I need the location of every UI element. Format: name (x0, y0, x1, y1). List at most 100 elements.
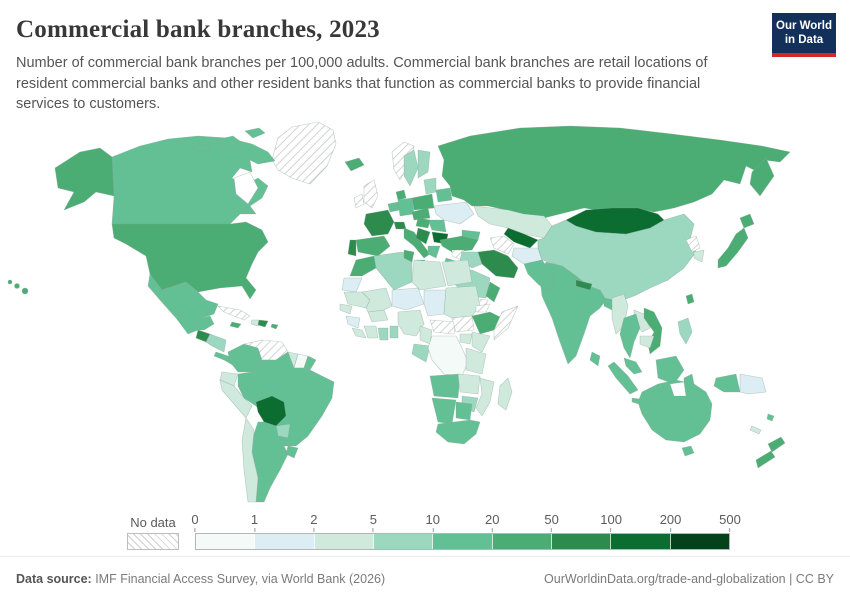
region-vietnam[interactable] (643, 307, 663, 355)
region-tanzania[interactable] (465, 347, 487, 375)
region-new-zealand-north[interactable] (767, 436, 786, 453)
region-italy[interactable] (403, 227, 431, 259)
region-botswana[interactable] (455, 401, 473, 421)
region-mozambique[interactable] (475, 377, 495, 417)
region-japan[interactable] (717, 227, 749, 269)
region-haiti[interactable] (250, 319, 260, 327)
region-sweden[interactable] (403, 149, 419, 187)
region-north-korea[interactable] (685, 235, 701, 253)
region-romania[interactable] (427, 219, 447, 233)
region-angola[interactable] (429, 373, 461, 399)
owid-link[interactable]: OurWorldinData.org/trade-and-globalizati… (544, 571, 834, 586)
region-central-african-republic[interactable] (429, 319, 457, 335)
region-chad[interactable] (423, 289, 447, 317)
region-hungary[interactable] (415, 217, 431, 229)
region-hawaii[interactable] (21, 287, 29, 295)
region-morocco[interactable] (349, 255, 377, 277)
region-oman[interactable] (485, 281, 501, 303)
region-cambodia[interactable] (639, 335, 655, 349)
region-libya[interactable] (411, 259, 447, 291)
region-germany[interactable] (397, 197, 415, 217)
region-namibia[interactable] (431, 397, 457, 425)
region-south-africa[interactable] (435, 419, 481, 445)
region-gabon-congo[interactable] (411, 343, 431, 363)
region-west-new-guinea[interactable] (713, 373, 741, 393)
region-mongolia[interactable] (565, 207, 665, 235)
region-nigeria[interactable] (397, 309, 425, 337)
region-madagascar[interactable] (497, 377, 513, 411)
region-egypt[interactable] (441, 259, 473, 287)
region-senegal[interactable] (339, 303, 353, 315)
region-hawaii[interactable] (14, 283, 20, 289)
region-poland[interactable] (411, 193, 435, 211)
region-turkmenistan[interactable] (489, 235, 515, 255)
region-guinea[interactable] (345, 315, 361, 329)
region-philippines[interactable] (677, 317, 693, 345)
legend-segment[interactable] (492, 534, 552, 549)
region-usa[interactable] (111, 221, 269, 300)
owid-logo[interactable]: Our World in Data (772, 13, 836, 57)
region-ghana[interactable] (377, 327, 389, 341)
legend-segment[interactable] (373, 534, 434, 549)
region-australia[interactable] (637, 379, 713, 443)
region-chile[interactable] (241, 417, 259, 503)
region-brazil[interactable] (237, 351, 335, 447)
legend-segment[interactable] (255, 534, 315, 549)
region-belarus[interactable] (435, 187, 453, 203)
region-new-zealand-south[interactable] (755, 450, 776, 469)
region-sudan[interactable] (443, 285, 481, 319)
region-borneo[interactable] (655, 355, 685, 385)
region-ivory-coast[interactable] (363, 325, 379, 339)
region-hokkaido[interactable] (739, 213, 755, 229)
region-sierra-leone-liberia[interactable] (351, 327, 367, 339)
region-iran[interactable] (477, 249, 519, 279)
region-thailand[interactable] (619, 313, 641, 359)
region-ukraine[interactable] (433, 201, 475, 225)
region-eritrea[interactable] (475, 303, 491, 313)
region-honduras-nicaragua[interactable] (205, 333, 227, 353)
no-data-swatch[interactable] (127, 533, 179, 550)
region-fiji[interactable] (766, 413, 775, 422)
region-iraq[interactable] (459, 251, 483, 269)
region-somalia[interactable] (493, 305, 519, 341)
region-finland[interactable] (417, 149, 431, 179)
legend-segment[interactable] (196, 534, 256, 549)
region-malaysia[interactable] (623, 357, 643, 375)
region-south-korea[interactable] (693, 249, 705, 263)
region-alaska[interactable] (54, 147, 115, 211)
region-western-sahara[interactable] (341, 277, 363, 293)
region-greenland[interactable] (271, 121, 337, 185)
region-greece[interactable] (427, 245, 441, 259)
region-russia[interactable] (437, 125, 791, 219)
region-dominican-republic[interactable] (257, 319, 269, 328)
region-uk[interactable] (363, 179, 379, 209)
legend-segment[interactable] (611, 534, 671, 549)
region-portugal[interactable] (347, 239, 357, 257)
region-jamaica[interactable] (229, 321, 242, 329)
region-baltics[interactable] (423, 177, 437, 195)
region-puerto-rico[interactable] (270, 323, 279, 330)
region-pakistan[interactable] (523, 259, 557, 293)
region-spain[interactable] (355, 235, 391, 257)
region-mexico[interactable] (147, 273, 219, 335)
region-sri-lanka[interactable] (589, 351, 601, 367)
region-togo-benin[interactable] (389, 325, 399, 339)
region-taiwan[interactable] (685, 293, 695, 305)
region-south-sudan[interactable] (451, 315, 475, 333)
region-niger[interactable] (391, 287, 425, 311)
legend-segment[interactable] (314, 534, 374, 549)
legend-segment[interactable] (433, 534, 493, 549)
region-sumatra[interactable] (607, 361, 639, 395)
region-cuba[interactable] (217, 305, 251, 321)
region-hawaii[interactable] (7, 279, 13, 285)
region-uganda[interactable] (459, 333, 473, 345)
region-turkey[interactable] (439, 235, 479, 253)
region-tunisia[interactable] (403, 249, 415, 263)
region-nepal[interactable] (575, 279, 593, 291)
region-iceland[interactable] (344, 157, 365, 172)
legend-segment[interactable] (670, 534, 729, 549)
region-zambia[interactable] (457, 373, 481, 395)
region-bolivia[interactable] (255, 395, 287, 427)
region-mali[interactable] (361, 287, 393, 313)
region-ireland[interactable] (353, 193, 365, 209)
